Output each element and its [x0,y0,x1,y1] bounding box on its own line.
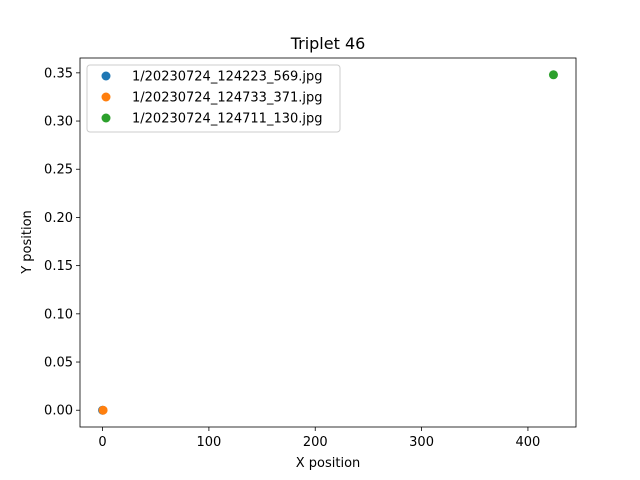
chart-title: Triplet 46 [290,34,366,53]
y-tick-label: 0.35 [44,66,73,81]
x-tick-label: 300 [409,435,434,450]
x-tick-label: 200 [303,435,328,450]
x-tick-label: 0 [98,435,106,450]
x-tick-label: 400 [516,435,541,450]
data-point-series-2 [98,405,108,415]
plot-frame [79,57,577,428]
y-tick-label: 0.05 [44,356,73,371]
y-tick-label: 0.20 [44,211,73,226]
legend-marker [101,71,111,81]
legend: 1/20230724_124223_569.jpg 1/20230724_1247… [86,64,341,133]
legend-label: 1/20230724_124223_569.jpg [132,70,323,85]
data-point-series-3 [548,70,558,80]
ticks-layer: 0 100 200 300 400 0.00 0.05 0.10 0.15 0.20 0.25 0.3… [44,66,540,450]
y-tick-label: 0.10 [44,307,73,322]
legend-box [86,64,341,133]
y-tick-label: 0.30 [44,115,73,130]
y-tick-label: 0.00 [44,404,73,419]
x-tick-label: 100 [196,435,221,450]
points-layer [98,70,558,415]
x-axis-title: X position [296,456,361,471]
legend-marker [101,113,111,123]
legend-label: 1/20230724_124711_130.jpg [132,112,323,127]
legend-marker [101,92,111,102]
legend-label: 1/20230724_124733_371.jpg [132,91,323,106]
y-tick-label: 0.25 [44,163,73,178]
y-axis-title: Y position [20,210,35,275]
y-tick-label: 0.15 [44,259,73,274]
